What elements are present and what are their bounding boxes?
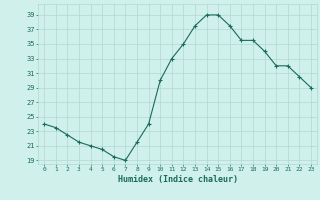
X-axis label: Humidex (Indice chaleur): Humidex (Indice chaleur): [118, 175, 238, 184]
